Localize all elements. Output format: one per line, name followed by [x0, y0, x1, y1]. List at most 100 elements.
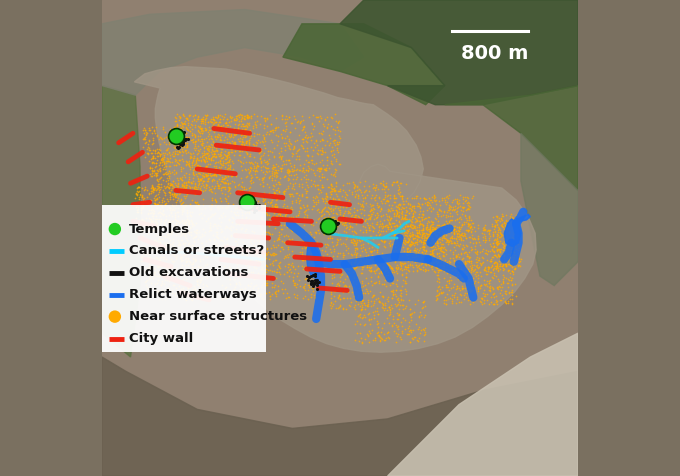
Point	[215, 202, 226, 210]
Polygon shape	[102, 357, 578, 476]
Point	[435, 207, 446, 214]
Point	[320, 116, 330, 123]
Point	[357, 200, 368, 208]
Point	[331, 140, 342, 148]
Point	[300, 175, 311, 182]
Point	[335, 286, 345, 293]
Point	[430, 225, 441, 233]
Point	[418, 326, 429, 333]
Point	[454, 225, 465, 233]
Point	[210, 148, 221, 155]
Point	[326, 275, 337, 282]
Point	[468, 281, 479, 288]
Point	[269, 243, 279, 251]
Point	[189, 184, 200, 192]
Point	[350, 228, 360, 236]
Point	[211, 122, 222, 130]
Point	[369, 269, 380, 277]
Point	[182, 125, 192, 133]
Point	[388, 212, 399, 220]
Point	[273, 235, 284, 243]
Point	[156, 290, 167, 298]
Point	[169, 123, 180, 130]
Point	[145, 255, 156, 263]
Point	[234, 147, 245, 155]
Point	[175, 174, 186, 182]
Point	[483, 279, 494, 287]
Point	[218, 183, 228, 191]
Point	[180, 139, 190, 147]
Point	[281, 118, 292, 126]
Point	[136, 205, 147, 212]
Point	[213, 120, 224, 128]
Point	[342, 288, 353, 296]
Point	[209, 188, 220, 196]
Point	[510, 265, 521, 272]
Point	[373, 279, 384, 287]
Point	[451, 241, 462, 249]
Point	[384, 194, 395, 202]
Point	[157, 135, 168, 143]
Point	[182, 240, 193, 248]
Point	[180, 218, 190, 226]
Point	[205, 246, 216, 253]
Point	[308, 125, 319, 133]
Point	[227, 158, 238, 165]
Point	[239, 131, 250, 139]
Point	[209, 116, 220, 124]
Point	[352, 245, 362, 253]
Point	[395, 296, 406, 303]
Point	[230, 148, 241, 155]
Point	[292, 291, 303, 298]
Point	[216, 183, 227, 191]
Point	[200, 217, 211, 225]
Point	[406, 203, 417, 210]
Point	[311, 239, 322, 247]
Point	[405, 316, 416, 324]
Point	[414, 217, 425, 225]
Point	[285, 145, 296, 152]
Point	[261, 255, 272, 262]
Point	[412, 337, 423, 344]
Point	[383, 214, 394, 221]
Point	[428, 259, 439, 267]
Point	[424, 213, 435, 220]
Point	[258, 168, 269, 176]
Point	[430, 232, 441, 239]
Point	[228, 208, 239, 215]
Point	[188, 157, 199, 165]
Point	[258, 149, 269, 157]
Point	[401, 273, 411, 281]
Point	[155, 173, 166, 181]
Point	[284, 168, 294, 176]
Point	[329, 187, 340, 194]
Point	[275, 225, 286, 233]
Point	[279, 146, 290, 154]
Point	[228, 116, 239, 123]
Point	[335, 249, 345, 257]
Point	[163, 278, 174, 285]
Point	[286, 259, 297, 267]
Point	[466, 228, 477, 235]
Point	[216, 145, 227, 153]
Point	[415, 253, 426, 261]
Point	[435, 258, 446, 265]
Point	[441, 291, 452, 298]
Point	[417, 326, 428, 333]
Point	[343, 266, 354, 273]
Point	[387, 294, 398, 302]
Point	[261, 203, 272, 211]
Point	[452, 216, 462, 223]
Point	[194, 124, 205, 132]
Point	[475, 284, 486, 292]
Point	[275, 156, 286, 163]
Point	[388, 233, 399, 240]
Point	[488, 293, 499, 301]
Point	[295, 118, 306, 126]
Point	[299, 232, 310, 240]
Point	[422, 227, 432, 234]
Point	[221, 152, 232, 159]
Point	[451, 253, 462, 261]
Point	[176, 175, 187, 183]
Point	[306, 237, 317, 245]
